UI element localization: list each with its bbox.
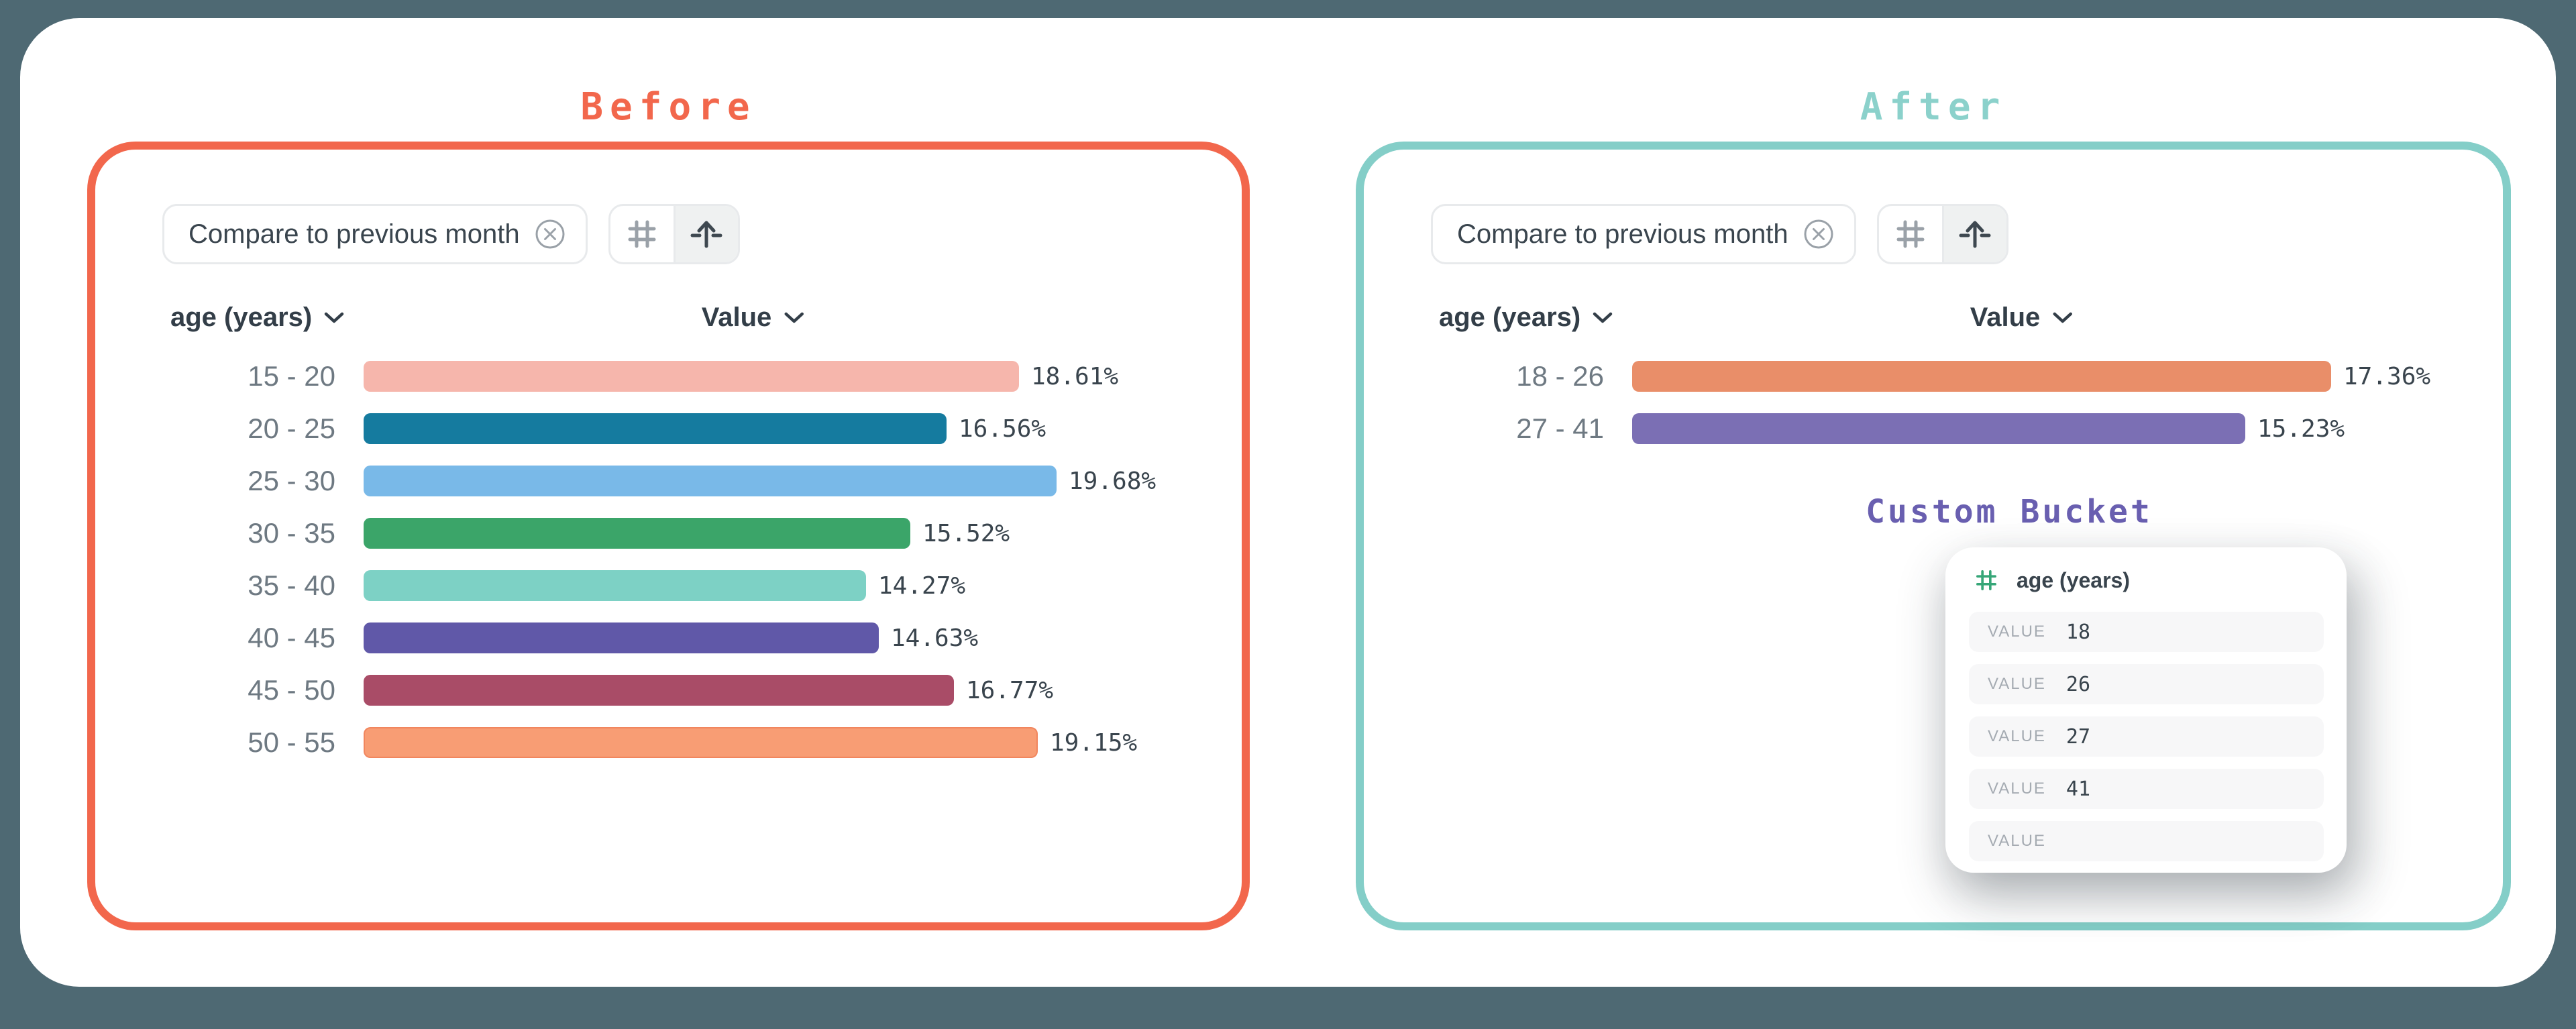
chevron-down-icon	[2052, 312, 2072, 324]
bar-segment[interactable]	[1632, 413, 2245, 444]
category-label: 50 - 55	[248, 726, 335, 758]
comparison-chip-label: Compare to previous month	[1457, 219, 1788, 249]
bar-value-label: 19.15%	[1050, 728, 1138, 757]
bar-value-label: 19.68%	[1069, 467, 1157, 495]
comparison-chip[interactable]: Compare to previous month	[1431, 204, 1856, 264]
chart-row: 27 - 41 15.23%	[1364, 402, 2489, 455]
panel-after: Compare to previous month	[1356, 142, 2511, 930]
value-header-dropdown[interactable]: Value	[1970, 303, 2073, 333]
numeric-bins-button[interactable]	[610, 206, 674, 262]
bar-segment[interactable]	[364, 518, 910, 549]
dimension-header-label: age (years)	[170, 303, 313, 332]
bar-segment[interactable]	[364, 413, 947, 444]
bucket-value-field-label: VALUE	[1988, 779, 2046, 798]
bucket-value-text: 27	[2065, 724, 2091, 749]
column-headers: age (years) Value	[95, 303, 1242, 343]
dimension-header-dropdown[interactable]: age (years)	[170, 303, 344, 333]
value-header-label: Value	[1970, 303, 2041, 332]
bucket-value-field-label: VALUE	[1988, 622, 2046, 641]
bar-value-label: 15.52%	[922, 519, 1010, 547]
hash-icon	[625, 217, 659, 252]
category-label: 45 - 50	[248, 674, 335, 706]
chart-row: 35 - 40 14.27%	[95, 559, 1228, 612]
bar-segment[interactable]	[364, 622, 879, 653]
chart-row: 18 - 26 17.36%	[1364, 350, 2489, 402]
bucket-value-input[interactable]: VALUE 26	[1969, 664, 2324, 704]
value-header-label: Value	[701, 303, 772, 332]
chart-row: 25 - 30 19.68%	[95, 455, 1228, 507]
chart-row: 30 - 35 15.52%	[95, 507, 1228, 559]
bucket-value-input[interactable]: VALUE 41	[1969, 769, 2324, 809]
category-label: 25 - 30	[248, 465, 335, 496]
hash-icon	[1893, 217, 1928, 252]
chevron-down-icon	[784, 312, 804, 324]
bar-value-label: 14.63%	[891, 624, 979, 652]
bin-mode-toggle	[1877, 204, 2008, 264]
category-label: 30 - 35	[248, 517, 335, 549]
bucket-value-text: 26	[2065, 672, 2091, 696]
category-label: 15 - 20	[248, 360, 335, 392]
arrow-up-icon	[1957, 217, 1992, 252]
bucket-value-input[interactable]: VALUE 27	[1969, 716, 2324, 757]
custom-bucket-popup: age (years) VALUE 18 VALUE 26 VALUE 27 VALUE 41…	[1945, 547, 2347, 873]
bar-chart: 18 - 26 17.36% 27 - 41 15.23%	[1364, 350, 2489, 455]
category-label: 40 - 45	[248, 622, 335, 653]
bucket-value-text: 41	[2065, 777, 2091, 801]
bar-segment[interactable]	[364, 466, 1057, 496]
category-label: 27 - 41	[1516, 413, 1604, 444]
comparison-chip[interactable]: Compare to previous month	[162, 204, 588, 264]
value-header-dropdown[interactable]: Value	[702, 303, 804, 333]
bar-segment[interactable]	[364, 727, 1038, 758]
bucket-value-input[interactable]: VALUE 18	[1969, 612, 2324, 652]
column-headers: age (years) Value	[1364, 303, 2503, 343]
bucket-value-input[interactable]: VALUE	[1969, 821, 2324, 861]
chart-row: 20 - 25 16.56%	[95, 402, 1228, 455]
chart-row: 40 - 45 14.63%	[95, 612, 1228, 664]
numeric-bins-button[interactable]	[1879, 206, 1942, 262]
dimension-header-dropdown[interactable]: age (years)	[1439, 303, 1613, 333]
arrow-up-icon	[689, 217, 724, 252]
chart-row: 50 - 55 19.15%	[95, 716, 1228, 769]
bar-segment[interactable]	[364, 675, 954, 706]
bar-chart: 15 - 20 18.61% 20 - 25 16.56% 25 - 30 19.68% 3…	[95, 350, 1228, 769]
custom-bucket-field-label: age (years)	[2017, 567, 2130, 592]
panel-before: Compare to previous month	[87, 142, 1250, 930]
bar-segment[interactable]	[364, 361, 1019, 392]
bucket-value-field-label: VALUE	[1988, 675, 2046, 693]
chevron-down-icon	[1593, 312, 1613, 324]
bar-value-label: 15.23%	[2257, 415, 2345, 443]
custom-bucket-header: age (years)	[1974, 567, 2130, 593]
custom-bucket-mode-button[interactable]	[1941, 206, 2006, 262]
bar-value-label: 18.61%	[1031, 362, 1119, 390]
panel-title-after: After	[1860, 85, 2007, 129]
bar-segment[interactable]	[364, 570, 866, 601]
bucket-value-text: 18	[2065, 620, 2091, 644]
comparison-chip-label: Compare to previous month	[189, 219, 520, 249]
custom-bucket-mode-button[interactable]	[673, 206, 738, 262]
bar-value-label: 17.36%	[2343, 362, 2431, 390]
chart-row: 15 - 20 18.61%	[95, 350, 1228, 402]
chart-row: 45 - 50 16.77%	[95, 664, 1228, 716]
category-label: 20 - 25	[248, 413, 335, 444]
dimension-header-label: age (years)	[1439, 303, 1581, 332]
bucket-value-field-label: VALUE	[1988, 832, 2046, 850]
custom-bucket-rows: VALUE 18 VALUE 26 VALUE 27 VALUE 41 VALUE	[1969, 612, 2324, 873]
close-circle-icon[interactable]	[535, 219, 566, 250]
bar-segment[interactable]	[1632, 361, 2331, 392]
bar-value-label: 16.56%	[959, 415, 1046, 443]
content-card: Before After Compare to previous month	[20, 18, 2556, 987]
bin-mode-toggle	[608, 204, 740, 264]
chevron-down-icon	[324, 312, 344, 324]
category-label: 18 - 26	[1516, 360, 1604, 392]
close-circle-icon[interactable]	[1803, 219, 1834, 250]
bar-value-label: 16.77%	[966, 676, 1054, 704]
bucket-value-field-label: VALUE	[1988, 727, 2046, 745]
bar-value-label: 14.27%	[878, 572, 966, 600]
category-label: 35 - 40	[248, 570, 335, 601]
panel-title-before: Before	[580, 85, 757, 129]
custom-bucket-title: Custom Bucket	[1866, 493, 2153, 531]
hash-icon	[1974, 567, 1999, 593]
